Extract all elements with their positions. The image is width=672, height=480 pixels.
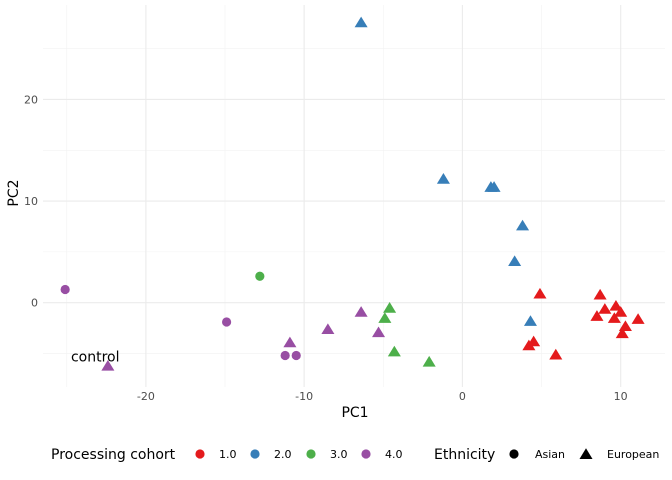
data-point-triangle [598,303,612,314]
color-legend-label: 3.0 [330,448,348,461]
data-point-circle [280,350,290,361]
x-tick-label: -10 [295,390,313,403]
x-tick-labels: -20 -10 0 10 [137,390,628,403]
color-legend-key [250,449,260,459]
data-point-circle [291,350,301,361]
color-legend-entries: 1.0 2.0 3.0 4.0 [195,448,403,461]
data-point-triangle [614,306,628,317]
data-point-triangle [487,181,501,192]
color-legend-label: 1.0 [219,448,237,461]
color-legend-key [361,449,371,459]
data-point-triangle [631,313,645,324]
data-points [60,16,645,371]
data-point-circle [221,317,232,327]
minor-gridlines [43,5,665,387]
data-point-triangle [527,335,541,347]
data-point-triangle [523,315,537,326]
data-point-triangle [383,302,397,313]
color-legend-key [306,449,316,459]
major-gridlines [43,5,665,387]
x-axis-title: PC1 [341,405,368,421]
y-tick-labels: 0 10 20 [24,93,38,309]
color-legend-label: 2.0 [274,448,292,461]
shape-legend-key-circle [509,449,519,459]
data-point-triangle [283,336,297,348]
data-point-triangle [508,255,522,266]
data-point-triangle [422,355,436,367]
data-point-triangle [387,345,401,357]
shape-legend-key-triangle [579,448,593,459]
y-tick-label: 20 [24,93,38,106]
shape-legend-entries: Asian European [509,448,659,461]
data-point-triangle [354,16,368,28]
data-point-triangle [549,348,563,360]
data-point-triangle [533,287,547,299]
y-tick-label: 10 [24,195,38,208]
data-point-triangle [101,359,115,371]
color-legend-title: Processing cohort [51,447,176,463]
y-tick-label: 0 [31,297,38,310]
data-point-triangle [609,300,623,311]
shape-legend-label: Asian [535,448,565,461]
control-annotation: control [71,350,120,366]
color-legend-key [195,449,205,459]
data-point-triangle [378,312,392,323]
data-point-triangle [590,310,604,321]
color-legend-label: 4.0 [385,448,403,461]
shape-legend-title: Ethnicity [434,447,495,463]
x-tick-label: 0 [459,390,466,403]
data-point-triangle [615,327,629,339]
data-point-triangle [593,288,607,300]
data-point-circle [60,284,70,295]
legend: Processing cohort 1.0 2.0 3.0 4.0 Ethnicity… [51,447,659,463]
shape-legend-label: European [607,448,659,461]
data-point-triangle [516,219,530,231]
y-axis-title: PC2 [6,179,22,206]
data-point-triangle [436,173,450,184]
data-point-circle [255,271,265,281]
data-point-triangle [354,306,368,317]
x-tick-label: -20 [137,390,155,403]
x-tick-label: 10 [614,390,628,403]
data-point-triangle [321,323,335,335]
data-point-triangle [372,326,386,338]
data-point-triangle [607,312,621,323]
